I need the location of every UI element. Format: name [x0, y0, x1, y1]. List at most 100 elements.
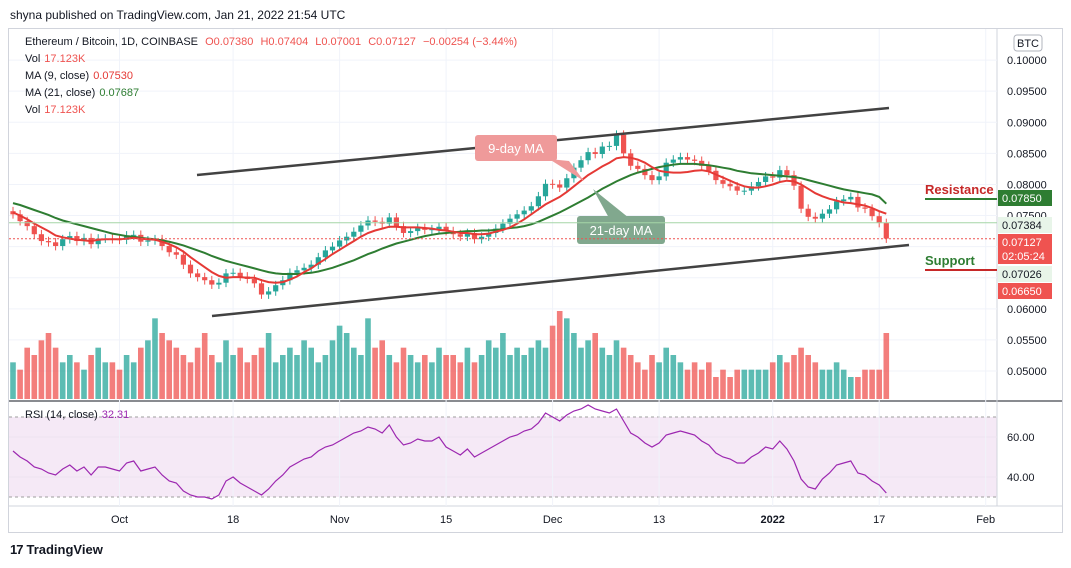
candle-body: [805, 208, 811, 217]
candle-body: [195, 273, 201, 278]
volume-bar: [422, 355, 428, 399]
volume-bar: [549, 325, 556, 399]
candle-body: [358, 225, 364, 232]
volume-bar: [791, 355, 797, 399]
legend-ma21-row: MA (21, close) 0.07687: [25, 87, 143, 99]
candle-body: [74, 236, 80, 242]
time-tick-label: 15: [440, 514, 452, 526]
volume-bar: [478, 355, 485, 399]
tradingview-footer[interactable]: 17 TradingView: [10, 542, 103, 557]
volume-bar: [187, 362, 194, 399]
volume-bar: [173, 347, 180, 399]
volume-bar: [365, 318, 371, 399]
volume-bar: [201, 333, 208, 399]
legend-volume2-row: Vol 17.123K: [25, 104, 89, 116]
tradingview-logo-icon: 17: [10, 542, 24, 557]
price-tick-label: 0.05000: [1007, 366, 1047, 378]
candle-body: [798, 185, 804, 209]
candle-body: [826, 209, 833, 214]
volume-bar: [95, 347, 101, 399]
rsi-band: [9, 417, 997, 497]
candle-body: [557, 184, 563, 188]
volume-bar: [272, 362, 279, 399]
volume-bar: [116, 369, 123, 399]
volume-bar: [599, 347, 606, 399]
volume-bar: [329, 340, 336, 399]
volume-bar: [528, 347, 535, 399]
rsi-tick-label: 40.00: [1007, 472, 1035, 484]
volume-bar: [869, 369, 875, 399]
price-tick-label: 0.05500: [1007, 335, 1047, 347]
candle-body: [684, 157, 691, 160]
volume-bar: [287, 347, 293, 399]
volume-bar: [507, 355, 513, 399]
ma9-callout-pointer: [549, 159, 584, 181]
volume-bar: [635, 362, 641, 399]
candle-body: [131, 234, 137, 236]
time-tick-label: Nov: [330, 514, 350, 526]
volume-bar: [322, 355, 329, 399]
volume-bar: [500, 333, 506, 399]
volume-bar: [109, 362, 116, 399]
open-value: 0.07380: [213, 36, 254, 48]
time-tick-label: Oct: [111, 514, 128, 526]
volume2-value: 17.123K: [44, 104, 86, 116]
open-label: O: [205, 36, 214, 48]
candle-body: [784, 170, 790, 176]
volume-bar: [840, 369, 847, 399]
volume-bar: [258, 347, 265, 399]
volume-bar: [457, 362, 464, 399]
volume-bar: [883, 333, 890, 399]
candle-body: [429, 229, 435, 231]
candle-body: [621, 134, 627, 154]
candle-body: [400, 226, 407, 233]
ma9-label: MA (9, close): [25, 70, 90, 82]
candle-body: [628, 153, 634, 166]
volume-bar: [542, 347, 549, 399]
volume-bar: [123, 355, 130, 399]
close-label: C: [368, 36, 377, 48]
close-value: 0.07127: [376, 36, 416, 48]
volume-bar: [755, 369, 762, 399]
candle-body: [301, 267, 307, 271]
volume-bar: [24, 347, 30, 399]
volume-bar: [556, 311, 563, 399]
price-tag-resistance-box: [998, 190, 1052, 206]
ma21-callout-pointer: [593, 189, 629, 218]
price-chart[interactable]: 9-day MA 21-day MA Resistance Support 0.050…: [9, 29, 1062, 532]
volume-bar: [819, 369, 826, 399]
support-label: Support: [925, 253, 975, 268]
candle-body: [883, 223, 889, 239]
volume2-label: Vol: [25, 104, 41, 116]
candle-body: [514, 214, 520, 219]
candle-body: [841, 199, 847, 202]
price-tag-low: 0.06650: [1002, 286, 1042, 298]
chart-frame[interactable]: 9-day MA 21-day MA Resistance Support 0.050…: [8, 28, 1063, 533]
candle-body: [266, 291, 272, 295]
volume-bar: [521, 355, 527, 399]
candle-body: [372, 220, 378, 222]
volume-bar: [734, 369, 740, 399]
lower-channel-line: [211, 243, 910, 318]
volume-bar: [336, 325, 343, 399]
candle-body: [869, 208, 875, 217]
candle-body: [180, 254, 186, 265]
ma21-label: MA (21, close): [25, 87, 96, 99]
volume-bar: [10, 362, 16, 399]
volume-value: 17.123K: [44, 53, 86, 65]
volume-bar: [642, 369, 648, 399]
volume-bar: [663, 347, 669, 399]
volume-bar: [130, 362, 137, 399]
price-tag-low-box: [998, 283, 1052, 299]
low-value: 0.07001: [321, 36, 362, 48]
volume-bar: [535, 340, 542, 399]
candle-body: [535, 196, 541, 207]
rsi-value: 32.31: [101, 409, 130, 421]
price-tick-label: 0.08000: [1007, 179, 1047, 191]
volume-bar: [180, 355, 187, 399]
candle-body: [464, 232, 470, 237]
candle-body: [308, 264, 314, 268]
candle-body: [763, 176, 769, 182]
candle-body: [230, 272, 236, 274]
price-tick-label: 0.10000: [1007, 55, 1047, 67]
